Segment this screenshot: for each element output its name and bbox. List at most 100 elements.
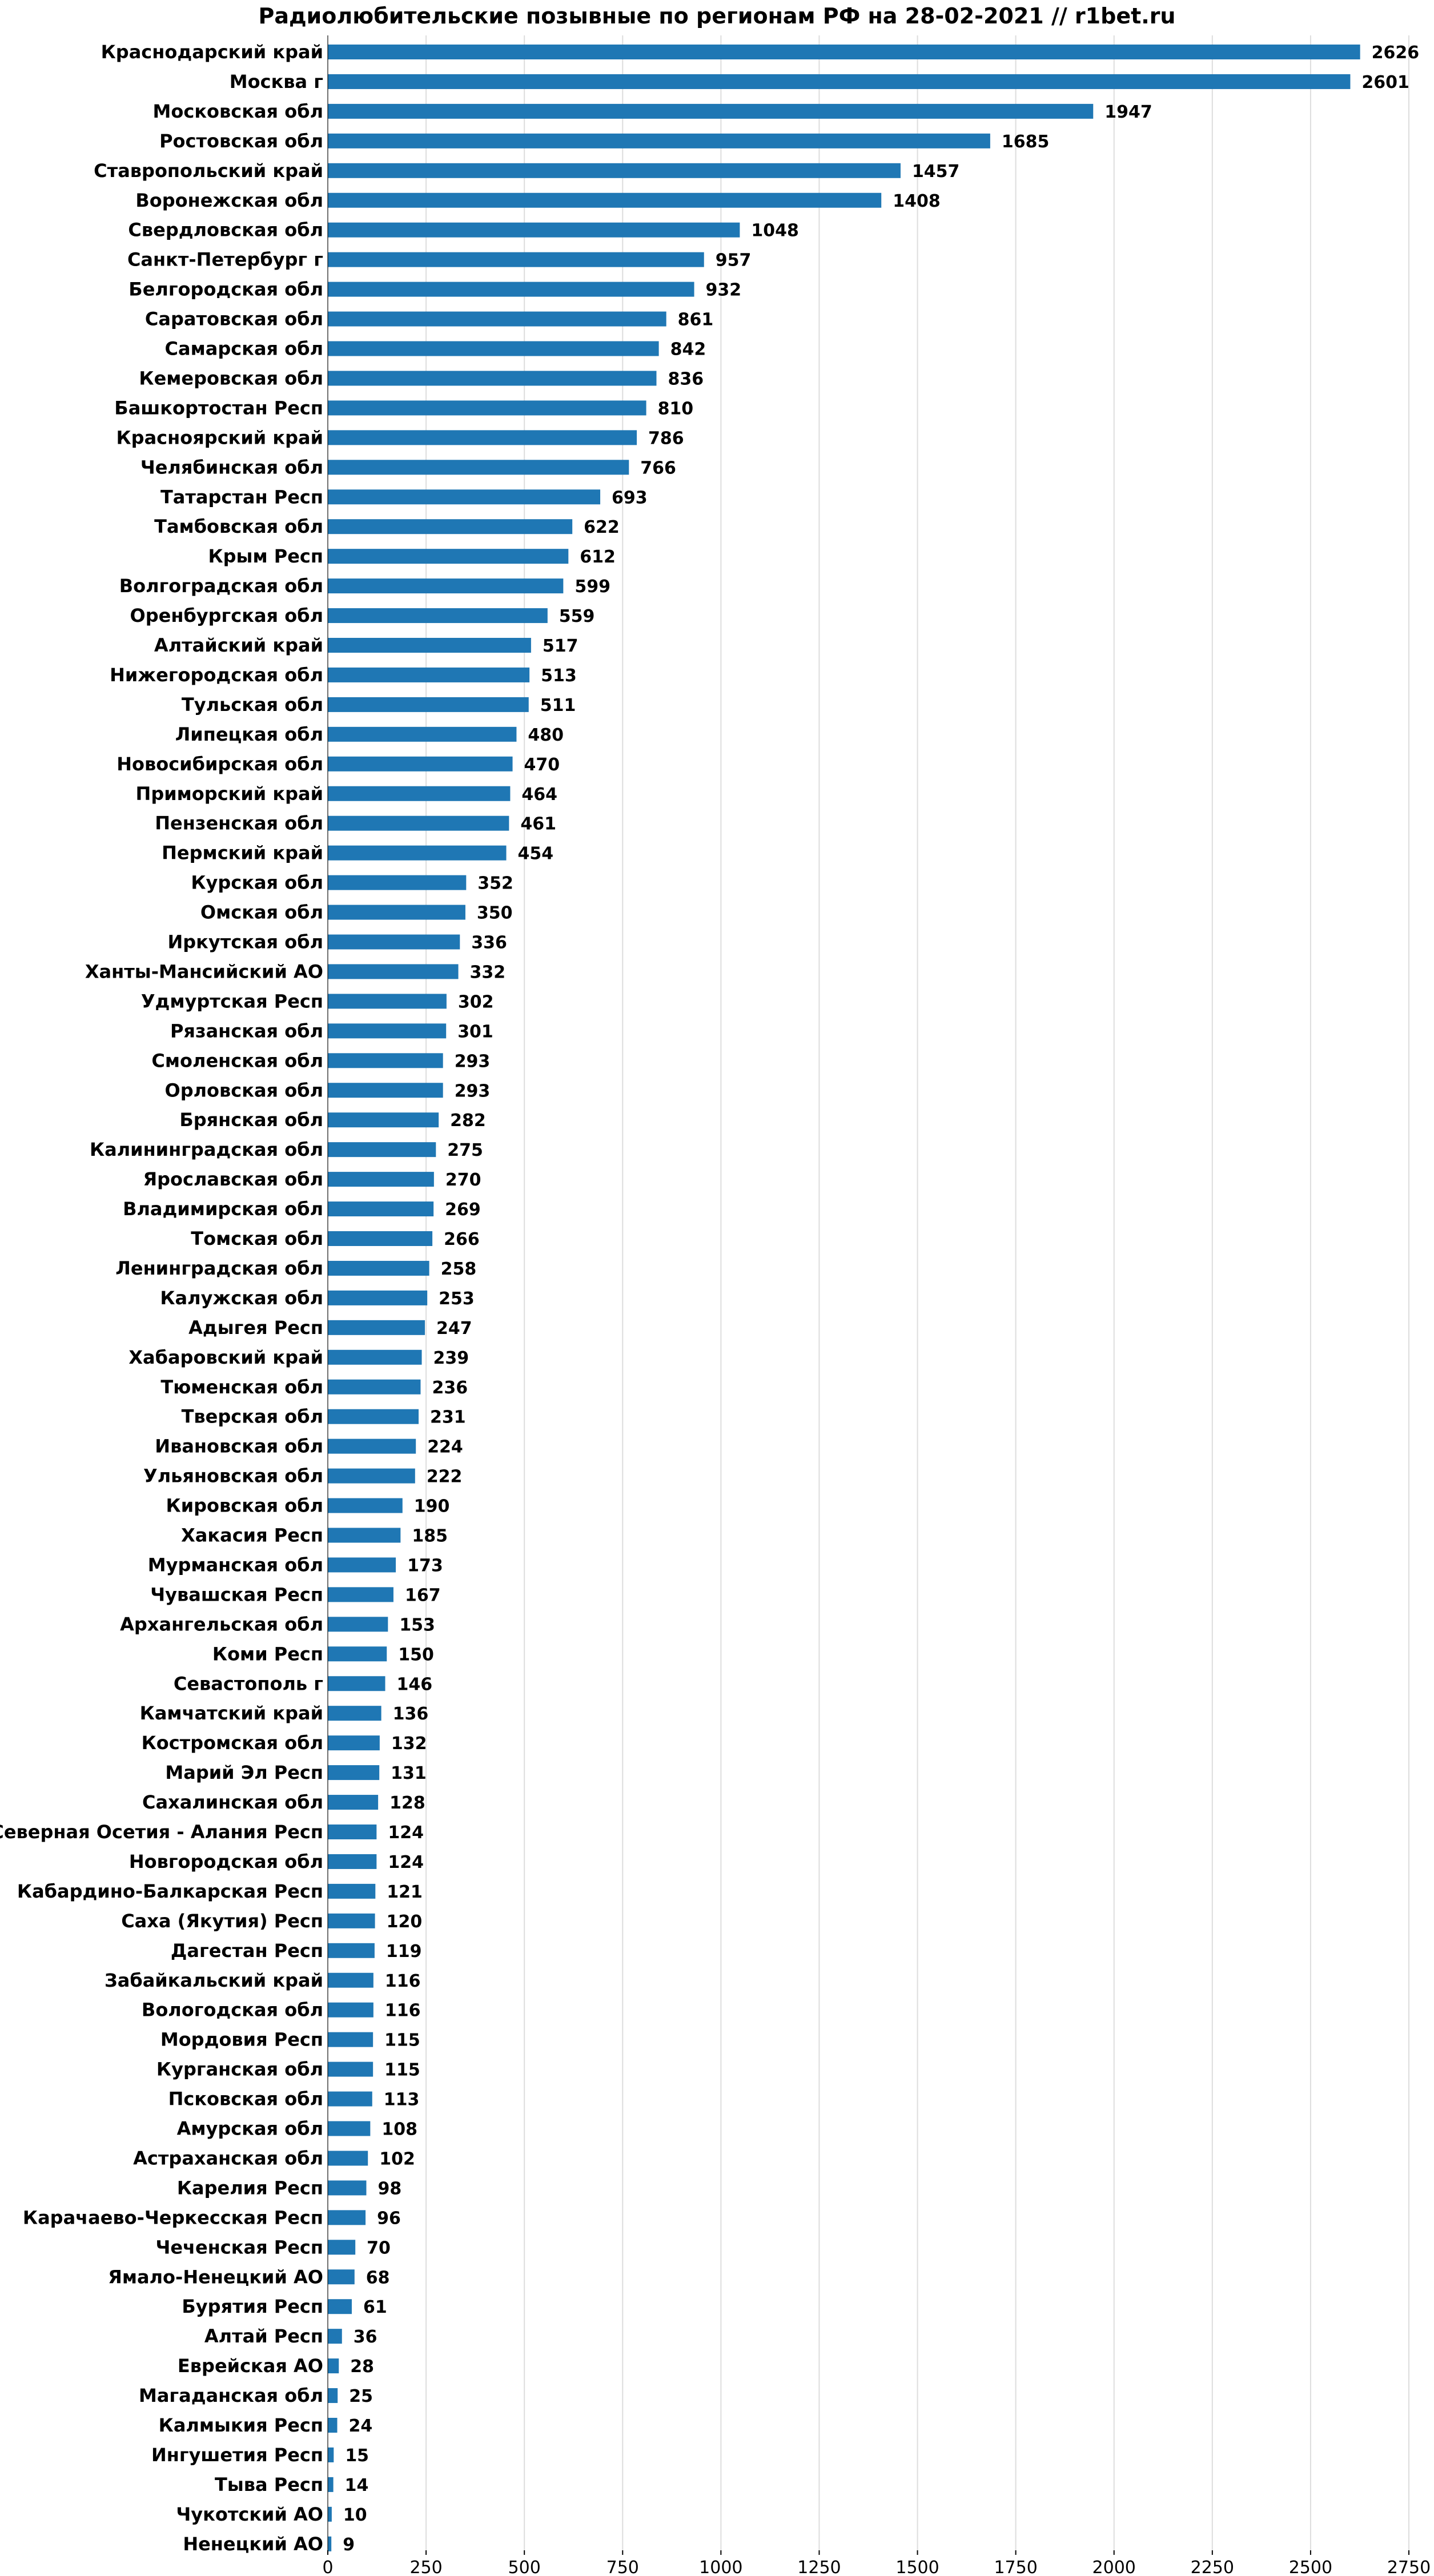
category-label: Дагестан Респ — [171, 1940, 323, 1962]
category-label: Кировская обл — [166, 1495, 323, 1517]
value-label: 842 — [670, 340, 706, 360]
bar — [328, 815, 509, 831]
bar — [328, 460, 629, 475]
x-tick-label: 1000 — [699, 2558, 742, 2576]
value-label: 61 — [363, 2297, 387, 2317]
bar — [328, 1290, 428, 1305]
value-label: 275 — [447, 1140, 483, 1160]
bar — [328, 1795, 379, 1810]
value-label: 786 — [648, 428, 684, 448]
bar — [328, 1379, 421, 1395]
bar — [328, 1854, 377, 1869]
value-label: 190 — [414, 1497, 450, 1517]
bar — [328, 2477, 334, 2492]
bars-layer — [328, 45, 1360, 2551]
category-label: Приморский край — [136, 783, 323, 805]
bar — [328, 2240, 356, 2255]
bar — [328, 400, 646, 416]
chart-title: Радиолюбительские позывные по регионам Р… — [258, 3, 1176, 29]
category-label: Ставропольский край — [94, 160, 323, 182]
category-label: Брянская обл — [179, 1109, 323, 1131]
x-tick-label: 0 — [322, 2558, 333, 2576]
category-label: Ненецкий АО — [183, 2533, 323, 2555]
value-label: 270 — [445, 1170, 481, 1190]
category-label: Курганская обл — [156, 2059, 323, 2080]
value-label: 24 — [349, 2416, 373, 2436]
bar — [328, 1735, 380, 1751]
bar — [328, 2299, 352, 2314]
x-axis: 0 250 500 750 1000 1250 1500 1750 2000 2250 2500 27… — [322, 35, 1431, 2576]
bar — [328, 133, 990, 148]
category-label: Архангельская обл — [120, 1613, 323, 1635]
category-label: Татарстан Респ — [160, 486, 323, 508]
bar — [328, 549, 569, 564]
bar — [328, 726, 517, 742]
bar — [328, 756, 513, 771]
category-label: Магаданская обл — [139, 2385, 323, 2406]
labels-layer: Краснодарский край 2626 Москва г 2601 Москов… — [0, 41, 1419, 2555]
bar — [328, 1172, 434, 1187]
bar — [328, 964, 459, 979]
category-label: Саратовская обл — [145, 308, 323, 330]
bar — [328, 103, 1094, 119]
category-label: Карачаево-Черкесская Респ — [23, 2207, 323, 2228]
x-tick-label: 1750 — [994, 2558, 1037, 2576]
value-label: 293 — [455, 1051, 491, 1071]
category-label: Чеченская Респ — [155, 2236, 323, 2258]
bar — [328, 1825, 377, 1839]
bar — [328, 1706, 381, 1721]
category-label: Бурятия Респ — [182, 2296, 323, 2317]
category-label: Пензенская обл — [155, 813, 323, 834]
bar — [328, 2061, 373, 2077]
category-label: Томская обл — [191, 1228, 323, 1249]
bar — [328, 1349, 422, 1365]
value-label: 15 — [345, 2446, 369, 2466]
category-label: Ленинградская обл — [115, 1257, 323, 1279]
category-label: Волгоградская обл — [119, 575, 323, 597]
bar — [328, 2388, 338, 2404]
value-label: 336 — [471, 933, 507, 953]
category-label: Тамбовская обл — [154, 516, 323, 537]
category-label: Нижегородская обл — [110, 664, 323, 686]
bar — [328, 578, 564, 594]
x-tick-label: 2000 — [1092, 2558, 1136, 2576]
category-label: Иркутская обл — [167, 931, 323, 953]
bar — [328, 311, 666, 327]
bar — [328, 608, 548, 624]
category-label: Воронежская обл — [135, 190, 323, 211]
category-label: Москва г — [230, 71, 323, 93]
bar — [328, 430, 637, 445]
category-label: Калининградская обл — [90, 1139, 323, 1160]
category-label: Санкт-Петербург г — [127, 249, 323, 271]
value-label: 102 — [379, 2149, 415, 2169]
category-label: Белгородская обл — [128, 279, 323, 300]
value-label: 236 — [432, 1378, 468, 1398]
value-label: 119 — [386, 1942, 422, 1962]
value-label: 461 — [520, 814, 556, 834]
bar — [328, 2121, 371, 2136]
bar — [328, 1053, 443, 1068]
category-label: Хабаровский край — [128, 1347, 323, 1368]
category-label: Башкортостан Респ — [114, 397, 323, 419]
bar — [328, 1320, 425, 1335]
category-label: Ростовская обл — [159, 130, 323, 152]
value-label: 480 — [528, 725, 564, 745]
x-tick-label: 2250 — [1191, 2558, 1234, 2576]
value-label: 302 — [458, 992, 494, 1012]
value-label: 115 — [384, 2031, 420, 2051]
category-label: Удмуртская Респ — [141, 990, 323, 1012]
value-label: 517 — [543, 636, 579, 656]
value-label: 693 — [612, 488, 648, 508]
category-label: Смоленская обл — [151, 1050, 323, 1071]
value-label: 167 — [405, 1585, 441, 1605]
value-label: 98 — [377, 2179, 401, 2199]
x-tick-label: 250 — [409, 2558, 442, 2576]
category-label: Новгородская обл — [129, 1851, 323, 1872]
bar — [328, 1528, 401, 1543]
category-label: Московская обл — [153, 101, 323, 122]
category-label: Калужская обл — [160, 1287, 323, 1309]
value-label: 70 — [367, 2238, 391, 2258]
bar — [328, 341, 659, 356]
bar — [328, 74, 1351, 89]
value-label: 124 — [388, 1823, 424, 1843]
